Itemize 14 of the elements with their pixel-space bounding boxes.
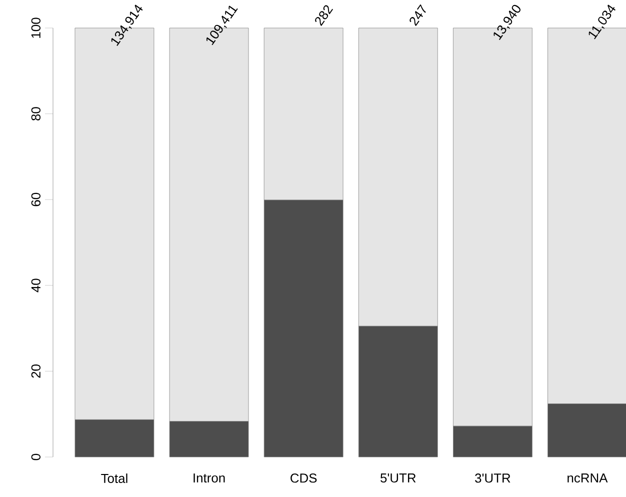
text: 282 bbox=[315, 5, 334, 26]
y-tick-label: 40 bbox=[31, 278, 40, 292]
x-tick-label: Total bbox=[101, 474, 128, 484]
x-tick-label: 3'UTR bbox=[475, 474, 510, 483]
text: 247 bbox=[410, 4, 426, 26]
x-tick-label: Intron bbox=[194, 474, 225, 483]
y-tick-label: 0 bbox=[31, 454, 40, 460]
x-tick-label: CDS bbox=[290, 474, 317, 483]
x-tick-label: ncRNA bbox=[568, 474, 608, 483]
y-tick-label: 20 bbox=[31, 364, 40, 378]
y-tick-label: 80 bbox=[31, 107, 40, 120]
x-tick-label: 5'UTR bbox=[380, 474, 416, 483]
y-tick-label: 60 bbox=[31, 192, 40, 206]
y-tick-label: 100 bbox=[31, 18, 40, 38]
